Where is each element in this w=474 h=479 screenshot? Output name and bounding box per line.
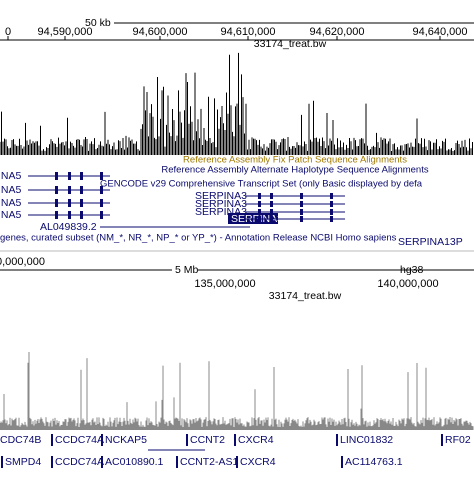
gene-label: INA5 [0, 209, 22, 221]
gene-model [336, 434, 338, 446]
exon [55, 172, 58, 180]
exon [300, 209, 303, 215]
exon [100, 172, 103, 180]
exon [55, 199, 58, 207]
exon [100, 211, 103, 219]
exon [68, 172, 71, 180]
exon [68, 199, 71, 207]
exon [300, 201, 303, 207]
gene-model [234, 434, 236, 446]
exon [330, 201, 333, 207]
gene-label: SERPINA3 [195, 190, 247, 202]
exon [258, 193, 261, 199]
exon [100, 186, 103, 194]
coordinate-label: 0,000,000 [0, 256, 45, 268]
exon [330, 193, 333, 199]
gene-model [176, 456, 178, 468]
gene-label: CCNT2 [190, 434, 225, 446]
gene-model [101, 456, 103, 468]
gene-label: INA5 [0, 170, 22, 182]
gene-model [51, 456, 53, 468]
exon [80, 199, 83, 207]
gene-label: NCKAP5 [105, 434, 147, 446]
gencode-track: GENCODE v29 Comprehensive Transcript Set… [100, 179, 423, 190]
exon [330, 216, 333, 222]
track-name: 33174_treat.bw [254, 38, 327, 50]
exon [330, 209, 333, 215]
exon [68, 211, 71, 219]
exon [258, 216, 261, 222]
coordinate-label: 140,000,000 [377, 278, 438, 290]
gene-model [101, 434, 103, 446]
gene-model [441, 434, 443, 446]
gene-label: CCNT2-AS1 [180, 456, 239, 468]
gene-label: CXCR4 [240, 456, 276, 468]
gene-model [186, 434, 188, 446]
gene-label: LINC01832 [340, 434, 393, 446]
exon [270, 209, 273, 215]
exon [80, 186, 83, 194]
exon [55, 211, 58, 219]
coordinate-label: 94,590,000 [37, 26, 92, 38]
gene-model [341, 456, 343, 468]
exon [100, 199, 103, 207]
coordinate-label: 94,640,000 [412, 26, 467, 38]
gene-label: CDC74B [0, 434, 41, 446]
alt-haplotype-track: Reference Assembly Alternate Haplotype S… [161, 165, 428, 176]
gene-model [1, 456, 3, 468]
gene-label: RF02 [445, 434, 471, 446]
assembly-label: hg38 [400, 264, 424, 276]
exon [270, 193, 273, 199]
scale-label-bg [172, 264, 198, 276]
coordinate-label: 135,000,000 [194, 278, 255, 290]
gene-model [51, 434, 53, 446]
gene-label: INA5 [0, 184, 22, 196]
gene-label: SERPINA13P [398, 236, 463, 248]
exon [258, 209, 261, 215]
refseq-track: genes, curated subset (NM_*, NR_*, NP_* … [0, 233, 397, 244]
track-name: 33174_treat.bw [269, 290, 342, 302]
gene-label: CCDC74A [55, 434, 104, 446]
gene-model [236, 456, 238, 468]
scale-label: 50 kb [85, 17, 111, 29]
coordinate-label: 94,600,000 [132, 26, 187, 38]
coordinate-label: 94,620,000 [309, 26, 364, 38]
scale-label: 5 Mb [175, 264, 199, 276]
exon [80, 211, 83, 219]
gene-label: INA5 [0, 197, 22, 209]
gene-label: AC114763.1 [345, 456, 403, 468]
exon [300, 193, 303, 199]
coordinate-label: 94,610,000 [220, 26, 275, 38]
gene-label: AL049839.2 [40, 221, 97, 233]
gene-label: CXCR4 [238, 434, 274, 446]
gene-label: SERPINA3 [195, 198, 247, 210]
exon [68, 186, 71, 194]
scale-label-bg [82, 17, 114, 29]
gene-label: CCDC74A [55, 456, 104, 468]
exon [300, 216, 303, 222]
coordinate-label: 0 [5, 26, 11, 38]
exon [258, 201, 261, 207]
exon [270, 201, 273, 207]
exon [80, 172, 83, 180]
exon [55, 186, 58, 194]
fix-patch-track: Reference Assembly Fix Patch Sequence Al… [183, 155, 407, 166]
exon [270, 216, 273, 222]
gene-label: AC010890.1 [105, 456, 164, 468]
gene-label: SMPD4 [5, 456, 41, 468]
